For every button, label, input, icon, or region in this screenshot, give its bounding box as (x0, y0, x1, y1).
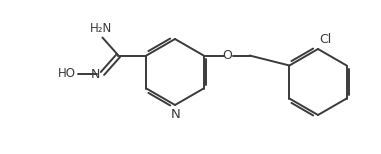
Text: N: N (91, 68, 101, 81)
Text: N: N (171, 108, 181, 121)
Text: HO: HO (58, 67, 75, 80)
Text: Cl: Cl (319, 33, 331, 46)
Text: O: O (223, 49, 232, 62)
Text: H₂N: H₂N (90, 22, 112, 34)
